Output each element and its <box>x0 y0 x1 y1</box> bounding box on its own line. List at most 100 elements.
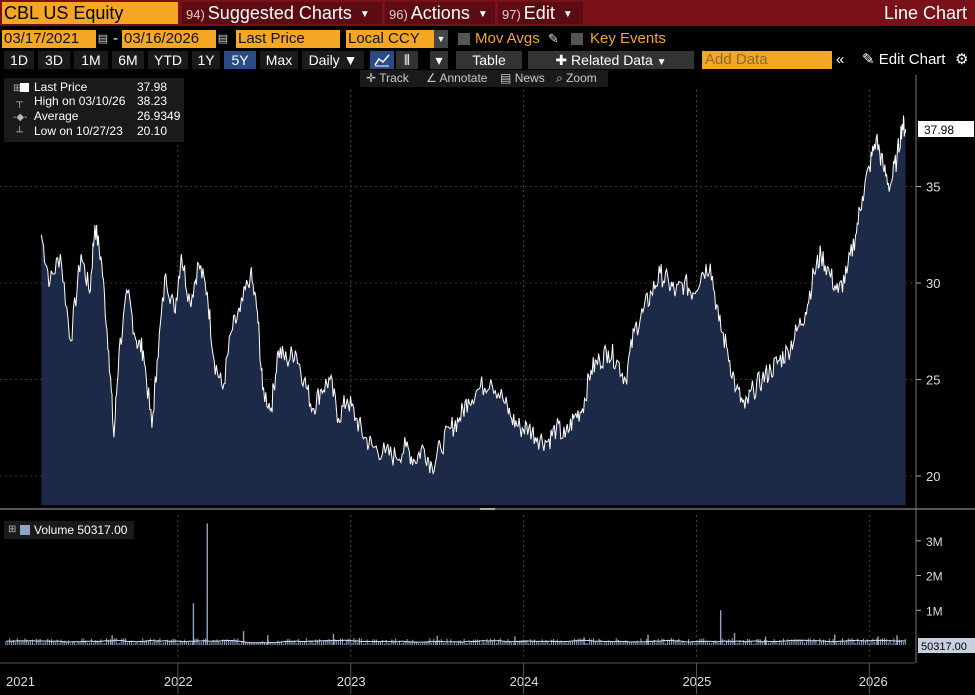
range-3d[interactable]: 3D <box>38 51 70 69</box>
last-volume-tag <box>918 638 975 653</box>
expand-icon: ⊞ <box>8 524 17 535</box>
high-marker-icon: ┬ <box>16 97 24 108</box>
crosshair-icon: ✛ <box>366 71 377 85</box>
candlestick-icon[interactable]: ⫴ <box>396 51 418 69</box>
mov-avgs-checkbox[interactable] <box>458 33 470 45</box>
legend-label: High on 03/10/26 <box>34 94 126 108</box>
menu-label: Edit <box>523 3 555 23</box>
frequency-select[interactable]: Daily ▼ <box>302 51 364 69</box>
edit-menu[interactable]: 97) Edit ▼ <box>498 2 583 24</box>
gear-icon[interactable]: ⚙ <box>955 51 969 68</box>
security-field[interactable]: CBL US Equity <box>2 2 178 24</box>
expand-icon: ⊞ <box>13 83 22 94</box>
range-1d[interactable]: 1D <box>4 51 34 69</box>
volume-legend[interactable]: ⊞ Volume 50317.00 <box>4 521 134 539</box>
edit-chart-button[interactable]: ✎ Edit Chart <box>862 51 945 69</box>
legend-high: ┬ High on 03/10/26 38.23 <box>4 94 184 108</box>
price-area <box>41 115 906 505</box>
annotate-icon: ∠ <box>426 71 437 85</box>
related-data-label: Related Data <box>571 52 653 68</box>
end-date-input[interactable]: 03/16/2026 <box>122 30 216 48</box>
last-price-tag <box>918 120 974 137</box>
annotate-label: Annotate <box>439 71 488 85</box>
calendar-icon[interactable]: ▤ <box>217 33 229 45</box>
menu-label: Actions <box>410 3 470 23</box>
range-5y[interactable]: 5Y <box>224 51 256 69</box>
chevron-down-icon: ▼ <box>562 9 573 20</box>
volume-grid <box>177 515 870 660</box>
menu-number: 97) <box>502 7 521 22</box>
start-date-input[interactable]: 03/17/2021 <box>2 30 96 48</box>
price-line <box>40 115 907 476</box>
chevron-down-icon: ▼ <box>343 52 358 68</box>
range-ytd[interactable]: YTD <box>148 51 188 69</box>
chevron-down-icon: ▼ <box>477 9 488 20</box>
axis-tick-label: 35 <box>926 180 940 195</box>
table-button[interactable]: Table <box>456 51 522 69</box>
range-6m[interactable]: 6M <box>112 51 144 69</box>
edit-chart-label: Edit Chart <box>878 51 946 68</box>
related-data-menu[interactable]: ✚ Related Data ▼ <box>528 51 694 69</box>
legend-average: -◆- Average 26.9349 <box>4 109 184 123</box>
axis-tick-label: 3M <box>926 535 943 549</box>
date-separator: - <box>113 30 118 47</box>
time-axis-label: 2026 <box>859 674 888 689</box>
average-marker-icon: -◆- <box>13 112 28 123</box>
price-legend[interactable]: ⊞ Last Price 37.98 ┬ High on 03/10/26 38… <box>4 78 184 142</box>
news-icon: ▤ <box>500 71 512 85</box>
key-events-checkbox[interactable] <box>571 33 583 45</box>
volume-legend-label: Volume 50317.00 <box>34 523 128 537</box>
pencil-icon[interactable]: ✎ <box>548 31 559 46</box>
range-toolbar: 1D 3D 1M 6M YTD 1Y 5Y Max Daily ▼ ⫴ ▾ Ta… <box>0 50 975 70</box>
chevron-down-icon: ▼ <box>656 57 667 68</box>
zoom-tool[interactable]: ⌕ Zoom <box>556 71 597 86</box>
zoom-label: Zoom <box>566 71 597 85</box>
legend-label: Low on 10/27/23 <box>34 124 123 138</box>
time-axis-label: 2021 <box>6 674 35 689</box>
frequency-label: Daily <box>308 52 340 68</box>
actions-menu[interactable]: 96) Actions ▼ <box>385 2 495 24</box>
currency-select[interactable]: Local CCY <box>346 30 434 48</box>
last-price-tag-label: 37.98 <box>924 123 954 137</box>
legend-value: 26.9349 <box>137 109 181 123</box>
legend-label: Average <box>34 109 79 123</box>
range-max[interactable]: Max <box>260 51 298 69</box>
annotate-tool[interactable]: ∠ Annotate <box>426 71 487 86</box>
range-1y[interactable]: 1Y <box>192 51 220 69</box>
legend-value: 37.98 <box>137 80 168 94</box>
date-field-bar: 03/17/2021 ▤ - 03/16/2026 ▤ Last Price L… <box>0 28 975 50</box>
title-bar: CBL US Equity 94) Suggested Charts ▼ 96) Ac… <box>0 0 975 26</box>
chart-type-title: Line Chart <box>883 3 967 23</box>
range-1m[interactable]: 1M <box>74 51 108 69</box>
line-chart-glyph <box>374 54 390 67</box>
key-events-label[interactable]: Key Events <box>590 30 666 47</box>
legend-low: ┴ Low on 10/27/23 20.10 <box>4 124 184 138</box>
news-tool[interactable]: ▤ News <box>500 71 545 86</box>
chevron-down-icon[interactable]: ▼ <box>434 30 448 48</box>
mov-avgs-label[interactable]: Mov Avgs <box>475 30 540 47</box>
field-select[interactable]: Last Price <box>236 30 340 48</box>
volume-average-line <box>5 639 906 644</box>
suggested-charts-menu[interactable]: 94) Suggested Charts ▼ <box>182 2 382 24</box>
last-volume-tag-label: 50317.00 <box>921 641 967 653</box>
legend-value: 38.23 <box>137 94 168 108</box>
chevron-down-icon[interactable]: ▾ <box>430 51 448 69</box>
chevron-down-icon: ▼ <box>359 9 370 20</box>
add-data-input[interactable]: Add Data <box>702 51 832 69</box>
price-axis: 20 25 30 35 37.98 <box>916 120 974 484</box>
legend-swatch <box>20 525 30 535</box>
time-axis: 202120222023202420252026 <box>6 663 888 694</box>
track-label: Track <box>379 71 409 85</box>
axis-tick-label: 2M <box>926 570 943 584</box>
search-icon: ⌕ <box>556 71 563 85</box>
legend-last-price: ⊞ Last Price 37.98 <box>4 80 184 94</box>
calendar-icon[interactable]: ▤ <box>97 33 109 45</box>
news-label: News <box>514 71 545 85</box>
track-tool[interactable]: ✛ Track <box>366 71 409 86</box>
plus-icon: ✚ <box>555 52 568 68</box>
legend-label: Last Price <box>34 80 88 94</box>
volume-axis: 1M 2M 3M 50317.00 <box>916 535 975 653</box>
line-chart-icon[interactable] <box>370 51 394 69</box>
collapse-icon[interactable]: « <box>836 51 845 68</box>
